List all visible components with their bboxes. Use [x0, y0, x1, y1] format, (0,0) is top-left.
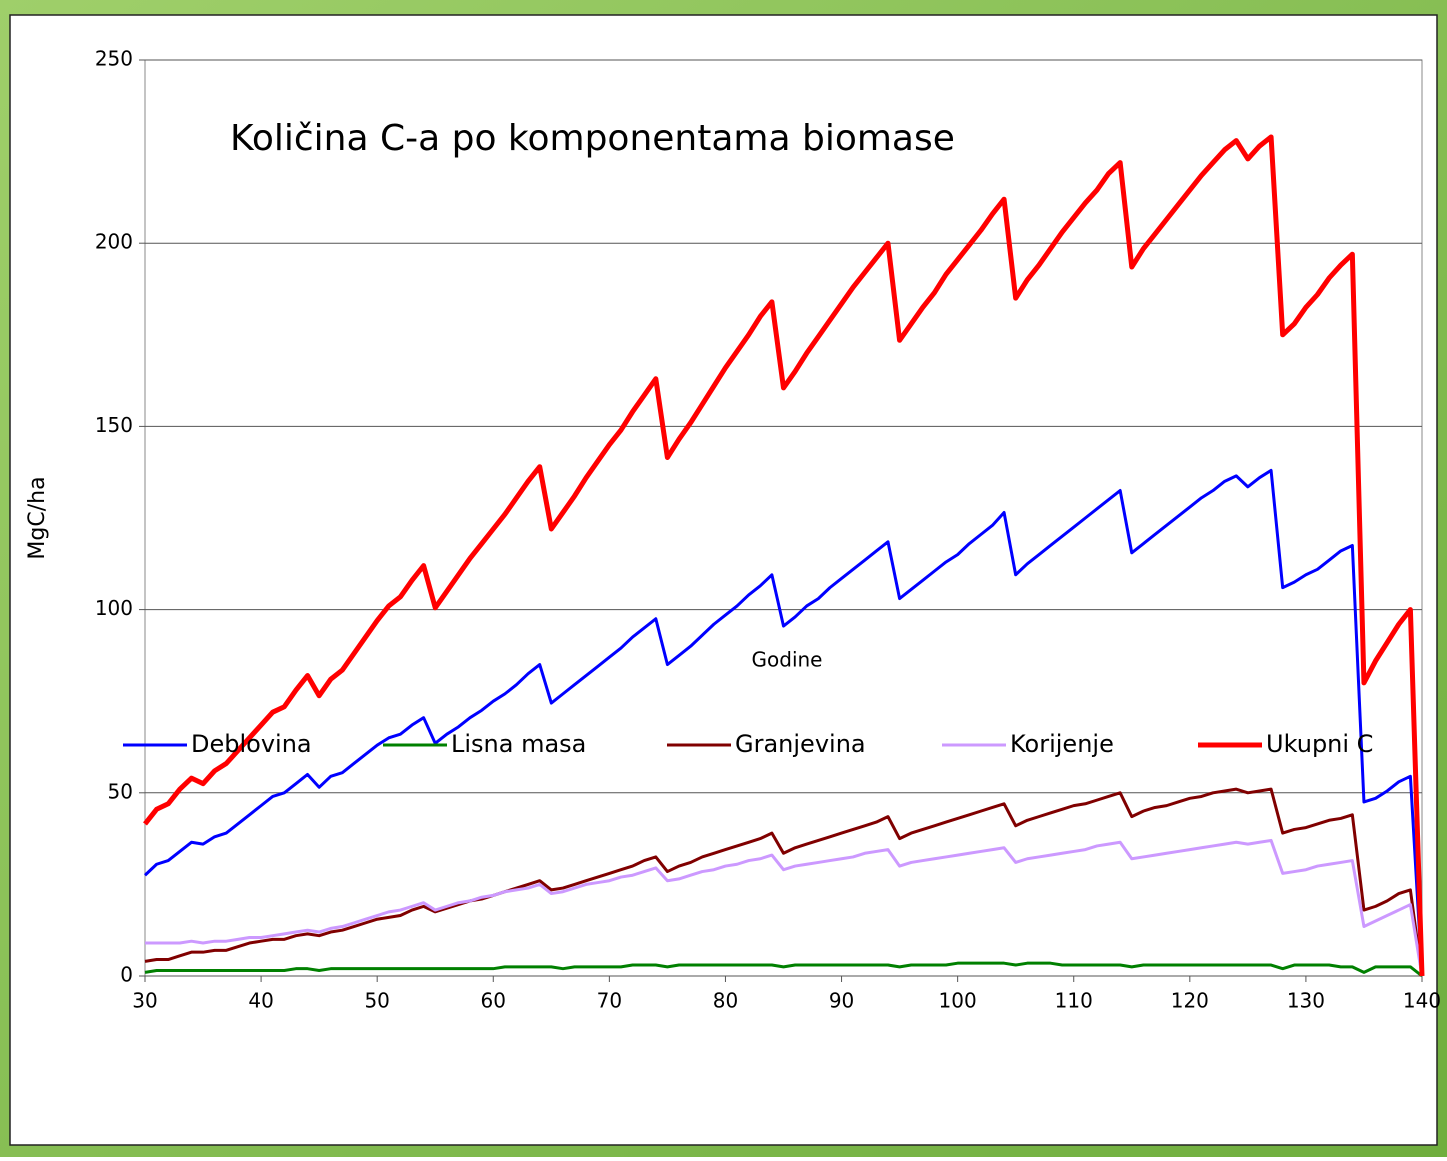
- legend-label: Granjevina: [735, 730, 866, 758]
- data-line: [144, 961, 1423, 978]
- data-line: [144, 787, 1424, 977]
- y-tick-label: 200: [95, 230, 133, 254]
- x-tick-label: 90: [829, 989, 854, 1013]
- x-tick-label: 30: [132, 989, 157, 1013]
- y-tick-label: 0: [120, 963, 133, 987]
- x-tick-label: 70: [597, 989, 622, 1013]
- x-tick-label: 110: [1055, 989, 1093, 1013]
- y-axis-label: MgC/ha: [25, 476, 50, 559]
- y-tick-label: 150: [95, 413, 133, 437]
- x-axis-label: Godine: [752, 648, 823, 672]
- x-tick-label: 120: [1171, 989, 1209, 1013]
- data-line: [143, 134, 1425, 977]
- legend-label: Deblovina: [191, 730, 312, 758]
- x-tick-label: 40: [248, 989, 273, 1013]
- y-tick-label: 50: [108, 779, 133, 803]
- x-tick-label: 80: [713, 989, 738, 1013]
- y-tick-label: 250: [95, 47, 133, 71]
- x-tick-label: 140: [1403, 989, 1441, 1013]
- x-tick-label: 100: [939, 989, 977, 1013]
- legend-label: Lisna masa: [451, 730, 586, 758]
- x-tick-label: 130: [1287, 989, 1325, 1013]
- data-line: [143, 468, 1424, 977]
- y-tick-label: 100: [95, 596, 133, 620]
- x-tick-label: 50: [364, 989, 389, 1013]
- legend-label: Ukupni C: [1266, 730, 1373, 758]
- chart-title: Količina C-a po komponentama biomase: [230, 118, 955, 159]
- data-line: [145, 838, 1424, 977]
- x-tick-label: 60: [481, 989, 506, 1013]
- legend-label: Korijenje: [1010, 730, 1114, 758]
- chart-area: [9, 14, 1438, 1146]
